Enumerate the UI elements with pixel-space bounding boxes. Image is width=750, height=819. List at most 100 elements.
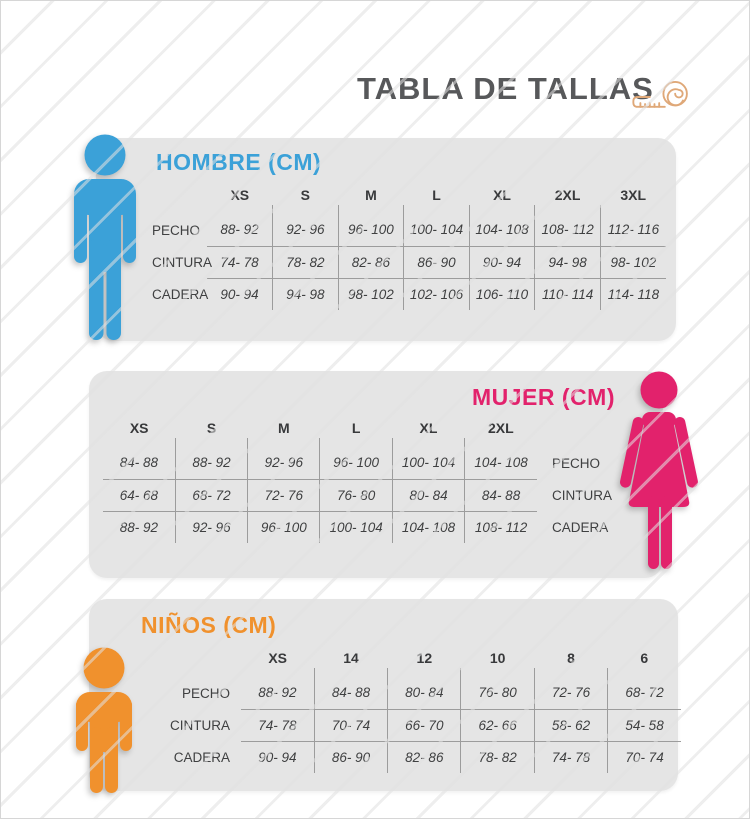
size-range-cell: 104- 108 [391, 511, 465, 543]
size-range-cell: 74- 78 [533, 741, 608, 773]
size-range-cell: 84- 88 [464, 479, 537, 512]
size-range-cell: 96- 100 [319, 447, 393, 480]
column-header-12: 12 [387, 647, 461, 677]
column-header-l: L [403, 184, 470, 214]
column-header-xl: XL [468, 184, 535, 214]
measuring-tape-icon [632, 81, 688, 108]
table-row: PECHO 88- 92 84- 88 80- 84 76- 80 72- 76 68- 7… [153, 677, 681, 710]
column-header-8: 8 [533, 647, 607, 677]
column-header-xs: XS [268, 650, 287, 666]
women-size-table: XS S M L XL 2XL 84- 88 88- 92 92- 96 96- 100 100- … [103, 417, 612, 543]
size-range-cell: 84- 88 [313, 677, 388, 710]
table-row: CINTURA 74- 78 70- 74 66- 70 62- 66 58- 62 54-… [153, 709, 681, 742]
size-range-cell: 94- 98 [534, 246, 601, 279]
row-label-pecho: PECHO [152, 222, 201, 238]
column-header-2xl: 2XL [534, 184, 601, 214]
size-range-cell: 108- 112 [464, 511, 537, 543]
size-range-cell: 100- 104 [403, 214, 470, 247]
row-label-cadera: CADERA [152, 286, 209, 302]
size-range-cell: 68- 72 [607, 677, 681, 710]
size-range-cell: 96- 100 [337, 214, 404, 247]
row-label-cadera: CADERA [552, 519, 609, 535]
size-range-cell: 78- 82 [272, 246, 339, 279]
size-range-cell: 110- 114 [534, 278, 601, 310]
men-section-title: HOMBRE (CM) [156, 149, 322, 175]
column-header-s: S [174, 417, 247, 447]
column-header-6: 6 [607, 647, 681, 677]
size-range-cell: 76- 80 [460, 677, 535, 710]
column-header-s: S [272, 184, 339, 214]
size-range-cell: 88- 92 [241, 677, 315, 710]
column-header-xs: XS [129, 420, 149, 436]
size-range-cell: 88- 92 [119, 519, 159, 535]
table-row: CINTURA 74- 78 78- 82 82- 86 86- 90 90- 94 94-… [151, 246, 666, 279]
size-range-cell: 70- 74 [607, 741, 681, 773]
column-header-m: M [247, 417, 320, 447]
men-section-panel: HOMBRE (CM) XS S M L XL 2XL 3XL PECHO 88- 92 92- … [96, 138, 676, 341]
row-label-pecho: PECHO [181, 685, 230, 701]
size-range-cell: 86- 90 [313, 741, 388, 773]
size-range-cell: 90- 94 [258, 749, 297, 765]
column-header-3xl: 3XL [599, 184, 666, 214]
size-range-cell: 100- 104 [391, 447, 465, 480]
size-range-cell: 98- 102 [599, 246, 666, 279]
size-range-cell: 74- 78 [207, 246, 273, 279]
size-range-cell: 72- 76 [533, 677, 608, 710]
women-section-panel: MUJER (CM) XS S M L XL 2XL 84- 88 88- 92 92- 96 9… [89, 371, 663, 578]
size-range-cell: 104- 108 [468, 214, 535, 247]
table-row: CADERA 90- 94 94- 98 98- 102 102- 106 106- 11… [151, 278, 666, 310]
size-range-cell: 80- 84 [391, 479, 465, 512]
kids-section-panel: NIÑOS (CM) XS 14 12 10 8 6 PECHO 88- 92 84- 88 80… [89, 599, 681, 791]
size-range-cell: 54- 58 [607, 709, 681, 742]
size-range-cell: 58- 62 [533, 709, 608, 742]
size-range-cell: 66- 70 [387, 709, 461, 742]
size-range-cell: 96- 100 [247, 511, 320, 543]
row-label-cadera: CADERA [173, 749, 230, 765]
size-range-cell: 92- 96 [272, 214, 339, 247]
size-range-cell: 74- 78 [241, 709, 315, 742]
size-range-cell: 98- 102 [337, 278, 404, 310]
size-range-cell: 90- 94 [468, 246, 535, 279]
women-section-title: MUJER (CM) [472, 384, 615, 410]
size-range-cell: 106- 110 [468, 278, 535, 310]
table-row: CADERA 90- 94 86- 90 82- 86 78- 82 74- 78 70- … [153, 741, 681, 773]
size-range-cell: 72- 76 [247, 479, 320, 512]
size-range-cell: 84- 88 [103, 447, 176, 480]
size-range-cell: 102- 106 [403, 278, 470, 310]
size-range-cell: 92- 96 [247, 447, 320, 480]
man-icon [74, 134, 136, 340]
column-header-xl: XL [391, 417, 464, 447]
table-row: 64- 68 68- 72 72- 76 76- 80 80- 84 84- 88 CINT… [103, 479, 612, 512]
table-row: 88- 92 92- 96 96- 100 100- 104 104- 108 108- … [103, 511, 611, 543]
size-range-cell: 108- 112 [534, 214, 601, 247]
size-range-cell: 90- 94 [220, 286, 259, 302]
size-range-cell: 94- 98 [272, 278, 339, 310]
size-range-cell: 64- 68 [103, 479, 176, 512]
page-title: TABLA DE TALLAS [357, 71, 654, 106]
row-label-pecho: PECHO [552, 455, 601, 471]
men-size-table: XS S M L XL 2XL 3XL PECHO 88- 92 92- 96 96- 100 100… [151, 184, 666, 310]
column-header-2xl: 2XL [464, 417, 537, 447]
size-range-cell: 86- 90 [403, 246, 470, 279]
size-range-cell: 70- 74 [313, 709, 388, 742]
column-header-xs: XS [230, 187, 250, 203]
corner-cell [153, 647, 241, 677]
table-row: 84- 88 88- 92 92- 96 96- 100 100- 104 104- 10… [103, 447, 611, 480]
size-range-cell: 92- 96 [174, 511, 248, 543]
kids-section-title: NIÑOS (CM) [141, 612, 277, 638]
size-range-cell: 88- 92 [174, 447, 248, 480]
size-range-cell: 78- 82 [460, 741, 535, 773]
woman-icon [620, 371, 698, 569]
corner-cell [537, 417, 611, 447]
row-label-cintura: CINTURA [152, 254, 212, 270]
size-range-cell: 88- 92 [207, 214, 273, 247]
column-header-10: 10 [460, 647, 534, 677]
column-header-m: M [337, 184, 404, 214]
row-label-cintura: CINTURA [170, 717, 230, 733]
table-row: PECHO 88- 92 92- 96 96- 100 100- 104 104- 108… [151, 214, 666, 247]
kids-size-table: XS 14 12 10 8 6 PECHO 88- 92 84- 88 80- 84 76- 80 7… [153, 647, 681, 773]
size-range-cell: 80- 84 [387, 677, 461, 710]
column-header-14: 14 [313, 647, 387, 677]
row-label-cintura: CINTURA [552, 487, 612, 503]
